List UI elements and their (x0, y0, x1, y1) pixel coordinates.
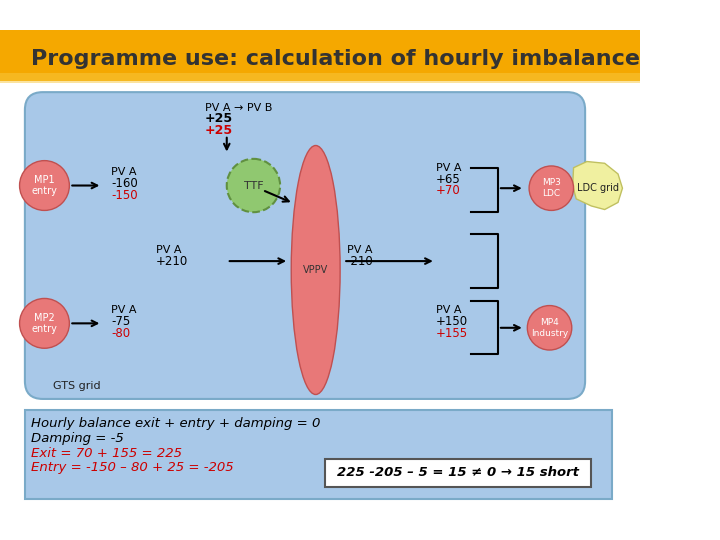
Text: VPPV: VPPV (303, 265, 328, 275)
Text: -75: -75 (111, 315, 130, 328)
Text: Entry = -150 – 80 + 25 = -205: Entry = -150 – 80 + 25 = -205 (31, 461, 234, 474)
Text: TTF: TTF (243, 180, 264, 191)
Text: -210: -210 (347, 255, 374, 268)
Text: 225 -205 – 5 = 15 ≠ 0 → 15 short: 225 -205 – 5 = 15 ≠ 0 → 15 short (337, 466, 579, 479)
Circle shape (19, 160, 69, 211)
Text: +155: +155 (436, 327, 468, 340)
FancyBboxPatch shape (25, 92, 585, 399)
Ellipse shape (291, 145, 340, 395)
Text: GTS grid: GTS grid (53, 381, 101, 390)
Text: +25: +25 (204, 112, 233, 125)
FancyBboxPatch shape (0, 30, 640, 82)
Text: PV A: PV A (111, 167, 137, 177)
Circle shape (227, 159, 280, 212)
Text: Exit = 70 + 155 = 225: Exit = 70 + 155 = 225 (31, 447, 182, 460)
Text: MP3
LDC: MP3 LDC (542, 179, 561, 198)
Text: MP4
Industry: MP4 Industry (531, 318, 568, 338)
Text: MP1
entry: MP1 entry (32, 175, 58, 197)
Text: MP2
entry: MP2 entry (32, 313, 58, 334)
Text: Hourly balance exit + entry + damping = 0: Hourly balance exit + entry + damping = … (31, 417, 320, 430)
Text: PV A: PV A (436, 163, 462, 173)
Text: LDC grid: LDC grid (577, 183, 618, 193)
Text: +70: +70 (436, 184, 461, 197)
Circle shape (529, 166, 574, 211)
Text: Damping = -5: Damping = -5 (31, 431, 124, 444)
FancyBboxPatch shape (25, 410, 612, 500)
Text: PV A: PV A (111, 305, 137, 315)
Text: PV A → PV B: PV A → PV B (204, 103, 272, 113)
Circle shape (19, 299, 69, 348)
FancyBboxPatch shape (325, 458, 591, 487)
Text: PV A: PV A (156, 246, 181, 255)
Text: +150: +150 (436, 315, 468, 328)
Text: -160: -160 (111, 177, 138, 190)
Text: PV A: PV A (347, 246, 372, 255)
Text: PV A: PV A (436, 305, 462, 315)
Text: -80: -80 (111, 327, 130, 340)
Text: +25: +25 (204, 124, 233, 137)
Text: +65: +65 (436, 173, 461, 186)
Text: +210: +210 (156, 255, 188, 268)
Circle shape (527, 306, 572, 350)
Text: -150: -150 (111, 189, 138, 202)
FancyBboxPatch shape (0, 72, 640, 83)
Text: Programme use: calculation of hourly imbalance: Programme use: calculation of hourly imb… (31, 49, 640, 69)
Polygon shape (572, 161, 623, 210)
